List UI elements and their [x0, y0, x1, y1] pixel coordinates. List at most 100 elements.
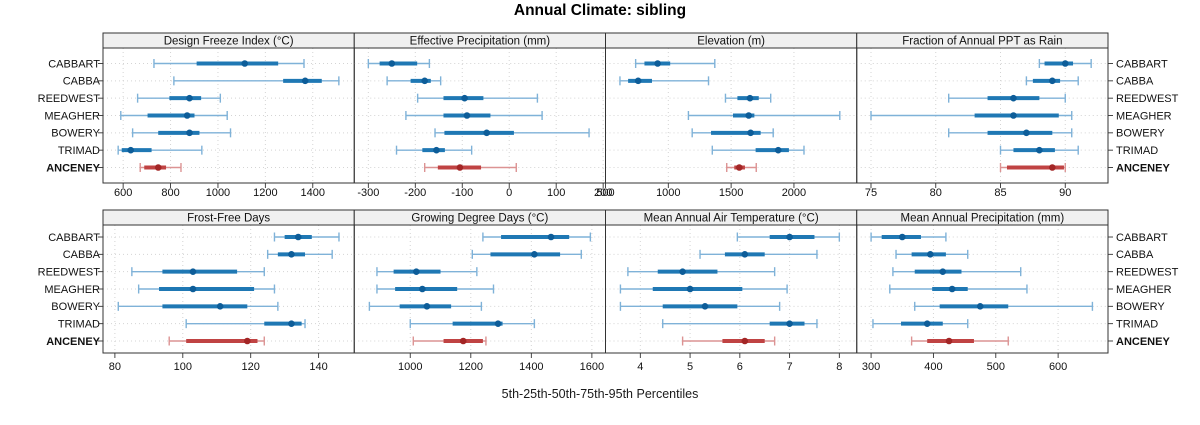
- panel-title: Elevation (m): [697, 35, 765, 47]
- station-label-right: REEDWEST: [1116, 266, 1179, 278]
- median-dot: [747, 129, 754, 137]
- median-dot: [288, 320, 295, 327]
- x-axis-tick-label: 80: [109, 361, 121, 373]
- interval-row: [699, 249, 818, 259]
- median-dot: [154, 164, 162, 171]
- x-axis-tick-label: 85: [994, 187, 1006, 199]
- interval-row: [999, 145, 1079, 155]
- x-axis-tick-label: -200: [404, 187, 426, 199]
- interval-row: [687, 111, 841, 120]
- median-dot: [216, 303, 224, 310]
- panel-title: Mean Annual Precipitation (mm): [901, 212, 1065, 224]
- chart-title: Annual Climate: sibling: [513, 2, 687, 19]
- x-axis-tick-label: -300: [357, 187, 379, 199]
- median-dot: [186, 129, 193, 137]
- panel-title: Fraction of Annual PPT as Rain: [902, 35, 1062, 47]
- station-label-right: MEAGHER: [1116, 284, 1172, 296]
- median-dot: [1049, 77, 1056, 85]
- station-label-left: BOWERY: [51, 301, 100, 313]
- interval-row: [117, 145, 203, 155]
- station-label-left: CABBART: [48, 58, 100, 70]
- interval-row: [117, 301, 279, 311]
- panel: Mean Annual Precipitation (mm) 300 400 500 6…: [856, 209, 1109, 373]
- station-label-right: CABBART: [1116, 232, 1168, 244]
- median-dot: [786, 233, 793, 241]
- interval-row: [889, 284, 1028, 294]
- interval-row: [266, 249, 333, 259]
- x-axis-tick-label: 1200: [459, 361, 483, 373]
- station-label-left: CABBART: [48, 232, 100, 244]
- panel-title: Effective Precipitation (mm): [410, 35, 551, 47]
- interval-row: [948, 93, 1066, 103]
- median-dot: [1023, 129, 1030, 137]
- station-label-left: REEDWEST: [38, 93, 101, 105]
- interval-row: [405, 111, 543, 120]
- panel: Effective Precipitation (mm) -300 -200 -100…: [353, 32, 612, 199]
- median-dot: [531, 251, 538, 258]
- interval-row: [736, 232, 841, 242]
- median-dot: [433, 146, 440, 154]
- median-dot: [1061, 60, 1069, 67]
- x-axis-tick-label: 1400: [519, 361, 543, 373]
- interval-row: [910, 336, 1009, 346]
- interval-row: [273, 232, 340, 242]
- panel: Frost-Free Days 80 100 120 140: [102, 209, 355, 373]
- median-dot: [388, 60, 396, 67]
- interval-row: [136, 93, 222, 103]
- interval-row: [627, 267, 776, 277]
- station-label-right: ANCENEY: [1116, 162, 1170, 174]
- interval-row: [691, 128, 774, 138]
- interval-row: [434, 128, 590, 138]
- interval-row: [681, 336, 776, 346]
- panel: Elevation (m) 500 1000 1500 2000: [596, 32, 858, 199]
- station-label-right: BOWERY: [1116, 128, 1165, 140]
- median-dot: [483, 129, 490, 137]
- interval-row: [914, 301, 1094, 311]
- panel: Fraction of Annual PPT as Rain 75 80 85 90: [856, 32, 1109, 199]
- median-dot: [1010, 94, 1017, 102]
- median-dot: [463, 112, 471, 119]
- median-dot: [741, 337, 749, 345]
- station-label-right: MEAGHER: [1116, 110, 1172, 122]
- interval-row: [619, 76, 710, 86]
- x-axis-tick-label: 100: [547, 187, 565, 199]
- station-label-left: CABBA: [63, 249, 101, 261]
- median-dot: [898, 233, 906, 241]
- median-dot: [939, 268, 947, 275]
- interval-row: [892, 267, 1022, 277]
- median-dot: [741, 251, 749, 258]
- median-dot: [456, 164, 464, 171]
- x-axis-tick-label: 5: [687, 361, 693, 373]
- interval-row: [619, 301, 781, 311]
- median-dot: [923, 320, 931, 327]
- median-dot: [654, 60, 661, 67]
- x-axis-tick-label: 1400: [301, 187, 325, 199]
- interval-row: [376, 267, 478, 277]
- x-axis-tick-label: 100: [174, 361, 192, 373]
- panel-title: Frost-Free Days: [187, 212, 270, 224]
- x-axis-tick-label: 1500: [719, 187, 743, 199]
- x-axis-tick-label: 1000: [398, 361, 422, 373]
- x-axis-tick-label: 75: [865, 187, 877, 199]
- median-dot: [745, 112, 753, 119]
- interval-row: [368, 301, 483, 311]
- x-axis-tick-label: 600: [1049, 361, 1067, 373]
- x-axis-tick-label: 500: [596, 187, 614, 199]
- station-label-right: ANCENEY: [1116, 336, 1170, 348]
- interval-row: [416, 93, 539, 103]
- median-dot: [461, 94, 468, 102]
- station-label-left: MEAGHER: [44, 110, 100, 122]
- median-dot: [183, 112, 191, 119]
- panel: Growing Degree Days (°C) 1000 1200 1400 1600: [353, 209, 606, 373]
- interval-row: [395, 145, 473, 155]
- station-label-left: TRIMAD: [58, 318, 100, 330]
- station-label-right: CABBA: [1116, 249, 1154, 261]
- interval-row: [412, 336, 487, 346]
- x-axis-tick-label: 120: [242, 361, 260, 373]
- x-axis-tick-label: 800: [161, 187, 179, 199]
- median-dot: [679, 268, 686, 275]
- interval-row: [185, 319, 306, 329]
- x-axis-tick-label: 1000: [206, 187, 230, 199]
- x-axis-tick-label: 4: [637, 361, 643, 373]
- median-dot: [948, 285, 956, 293]
